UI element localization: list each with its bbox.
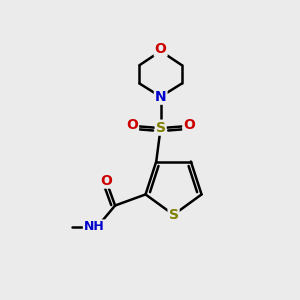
Text: O: O [126, 118, 138, 132]
Text: S: S [156, 121, 166, 135]
Text: O: O [183, 118, 195, 132]
Text: S: S [169, 208, 178, 222]
Text: NH: NH [84, 220, 105, 233]
Text: O: O [155, 42, 167, 56]
Text: O: O [100, 174, 112, 188]
Text: N: N [155, 90, 167, 104]
